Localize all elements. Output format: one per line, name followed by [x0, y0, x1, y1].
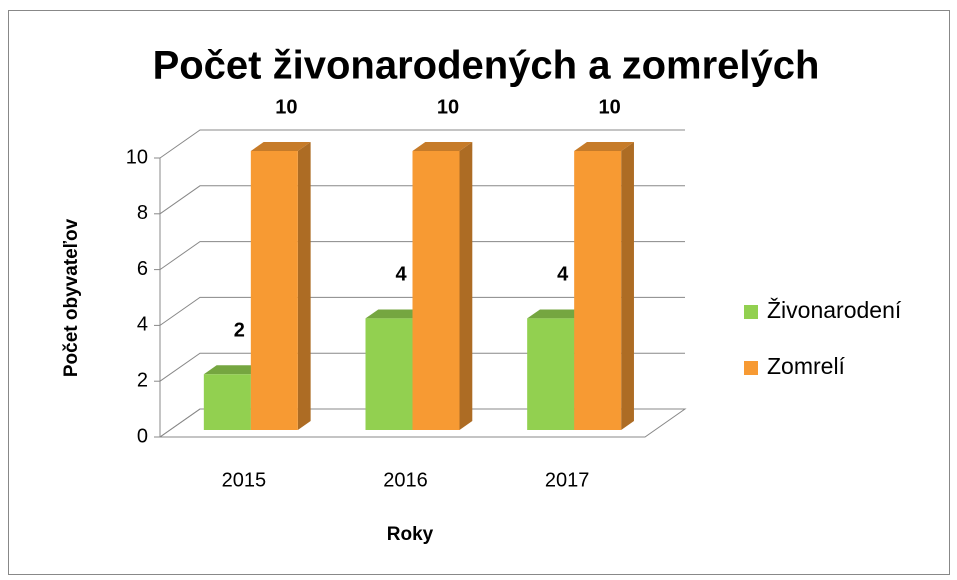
legend-swatch — [744, 305, 758, 319]
y-tick-label: 4 — [137, 314, 148, 336]
data-label: 4 — [395, 264, 407, 286]
x-tick-label: 2015 — [222, 469, 267, 491]
x-axis-label: Roky — [387, 524, 434, 545]
bar — [412, 142, 473, 431]
grid-line — [159, 296, 685, 326]
y-tick-label: 6 — [137, 258, 148, 280]
bar-side — [621, 142, 634, 431]
y-axis-label: Počet obyvateľov — [61, 218, 82, 377]
bar-front — [365, 318, 413, 430]
grid-line — [159, 352, 685, 382]
bar-front — [527, 318, 575, 430]
bar-top — [203, 365, 264, 375]
grid-line — [159, 408, 685, 438]
bar-front — [250, 151, 298, 430]
chart-title: Počet živonarodených a zomrelých — [153, 44, 820, 88]
x-tick-label: 2017 — [545, 469, 590, 491]
bar-top — [527, 309, 587, 319]
data-label: 2 — [234, 319, 245, 341]
legend-label: Živonarodení — [767, 297, 902, 323]
data-label: 10 — [599, 96, 621, 118]
x-tick-label: 2016 — [383, 469, 428, 491]
bar — [574, 142, 634, 431]
y-tick-label: 0 — [137, 425, 148, 447]
data-label: 4 — [557, 264, 569, 286]
bar-side — [459, 142, 473, 431]
y-tick-label: 8 — [137, 202, 148, 224]
legend-label: Zomrelí — [767, 353, 846, 379]
grid-line — [159, 129, 685, 159]
grid-line — [159, 185, 685, 215]
bar-top — [412, 142, 473, 151]
bar — [250, 142, 311, 431]
grid-line — [159, 241, 685, 271]
bar-front — [574, 151, 622, 430]
bar-side — [297, 142, 311, 431]
chart-border — [8, 10, 950, 575]
data-label: 10 — [275, 96, 297, 118]
bar-front — [412, 151, 460, 430]
y-tick-label: 2 — [137, 369, 148, 391]
bar-top — [574, 142, 634, 151]
legend-swatch — [744, 361, 758, 375]
bar-top — [365, 309, 426, 319]
y-tick-label: 10 — [126, 146, 148, 168]
data-label: 10 — [437, 96, 459, 118]
bar-front — [203, 374, 251, 430]
bar-top — [250, 142, 311, 151]
